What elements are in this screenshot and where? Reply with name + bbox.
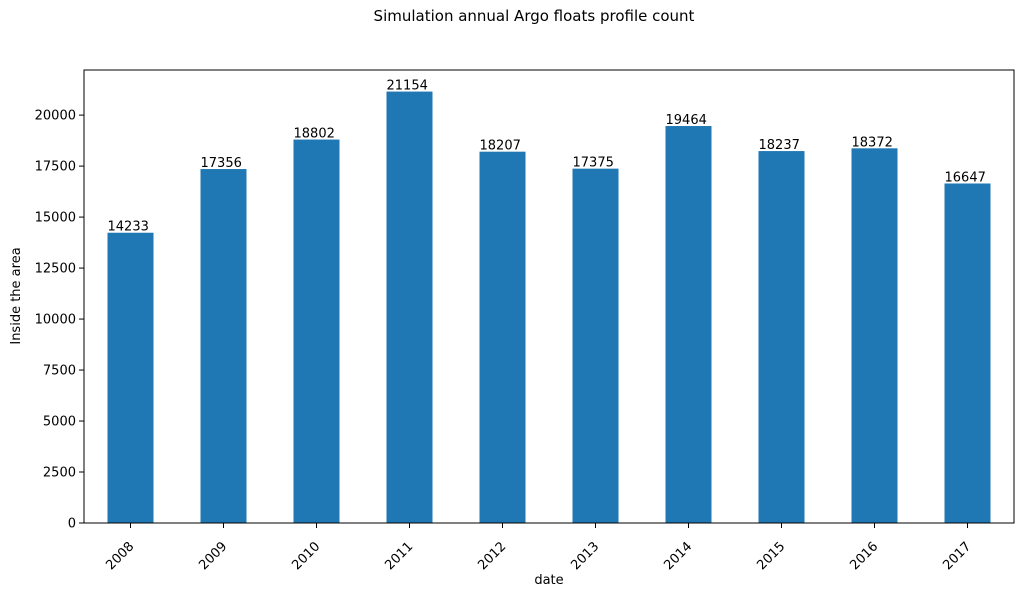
- plot-frame: [83, 69, 1015, 524]
- bar-2016: [851, 148, 898, 523]
- x-tick-label-2015: 2015: [754, 539, 788, 573]
- x-tick-label-2011: 2011: [382, 539, 416, 573]
- bar-value-label-2016: 18372: [852, 135, 893, 150]
- bar-value-label-2015: 18237: [759, 138, 800, 153]
- bar-2015: [758, 151, 805, 523]
- bar-value-label-2012: 18207: [480, 139, 521, 154]
- x-tick-label-2010: 2010: [289, 539, 323, 573]
- y-tick-label-0: 0: [68, 517, 76, 532]
- y-tick-label-12500: 12500: [35, 262, 76, 277]
- bar-2010: [293, 139, 340, 524]
- bar-value-label-2014: 19464: [666, 113, 707, 128]
- y-axis-label: Inside the area: [9, 247, 24, 344]
- x-axis-label: date: [534, 573, 563, 588]
- bar-2008: [107, 232, 154, 524]
- bar-value-label-2009: 17356: [201, 156, 242, 171]
- y-axis: 0 2500 5000 7500 10000 12500 15000 17500 20000: [35, 109, 84, 532]
- bar-2013: [572, 168, 619, 523]
- bar-value-label-2013: 17375: [573, 156, 614, 171]
- x-tick-label-2014: 2014: [661, 539, 695, 573]
- bar-labels-group: 14233 17356 18802 21154 18207 17375 19464 18237…: [108, 79, 986, 235]
- bar-2017: [944, 183, 991, 524]
- bar-2014: [665, 126, 712, 523]
- x-tick-label-2009: 2009: [196, 539, 230, 573]
- y-tick-label-10000: 10000: [35, 313, 76, 328]
- y-tick-label-17500: 17500: [35, 160, 76, 175]
- y-tick-label-7500: 7500: [43, 364, 76, 379]
- y-tick-label-15000: 15000: [35, 211, 76, 226]
- bar-value-label-2010: 18802: [294, 127, 335, 142]
- bar-2009: [200, 169, 247, 524]
- bar-2012: [479, 151, 526, 523]
- x-tick-label-2017: 2017: [940, 539, 974, 573]
- y-tick-label-2500: 2500: [43, 466, 76, 481]
- bar-2011: [386, 91, 433, 523]
- chart-title: Simulation annual Argo floats profile co…: [374, 7, 695, 25]
- y-tick-label-20000: 20000: [35, 109, 76, 124]
- x-axis: 2008 2009 2010 2011 2012 2013 2014 2015 2016 2017: [103, 523, 974, 573]
- x-tick-label-2013: 2013: [568, 539, 602, 573]
- bar-value-label-2017: 16647: [945, 170, 986, 185]
- y-tick-label-5000: 5000: [43, 415, 76, 430]
- bar-value-label-2008: 14233: [108, 220, 149, 235]
- x-tick-label-2008: 2008: [103, 539, 137, 573]
- bar-value-label-2011: 21154: [387, 79, 428, 94]
- bars-group: [107, 91, 991, 524]
- x-tick-label-2016: 2016: [847, 539, 881, 573]
- x-tick-label-2012: 2012: [475, 539, 509, 573]
